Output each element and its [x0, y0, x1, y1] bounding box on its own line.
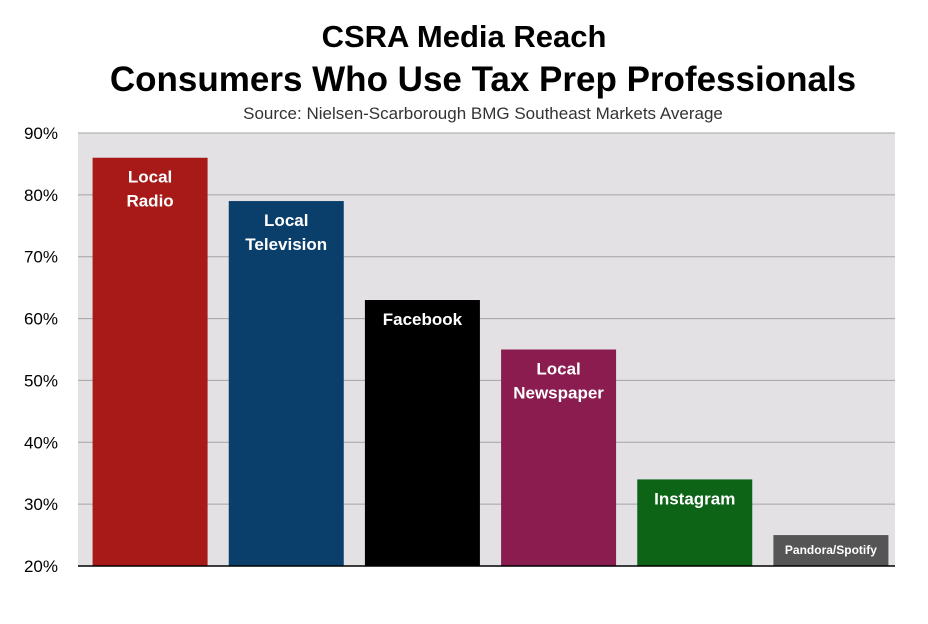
plot-area: [78, 133, 895, 566]
bar-label: Television: [245, 235, 327, 254]
chart-source: Source: Nielsen-Scarborough BMG Southeas…: [243, 104, 723, 123]
y-tick-label: 80%: [24, 186, 58, 205]
bar-label: Facebook: [383, 310, 463, 329]
bar[interactable]: [773, 535, 889, 566]
y-tick-label: 70%: [24, 248, 58, 267]
bar-label: Instagram: [654, 489, 735, 508]
bar-label: Local: [536, 360, 580, 379]
bar[interactable]: [228, 201, 344, 567]
y-tick-label: 40%: [24, 433, 58, 452]
chart-title: CSRA Media Reach: [321, 19, 607, 54]
y-tick-label: 20%: [24, 557, 58, 576]
bar-label: Newspaper: [513, 384, 604, 403]
chart-subtitle: Consumers Who Use Tax Prep Professionals: [109, 60, 857, 99]
bar[interactable]: [637, 479, 753, 566]
y-tick-label: 30%: [24, 495, 58, 514]
bar[interactable]: [364, 300, 480, 566]
bar-label: Pandora/Spotify: [785, 543, 877, 557]
bar-label: Local: [264, 211, 308, 230]
bar-label: Local: [128, 168, 172, 187]
bar[interactable]: [501, 349, 617, 567]
y-tick-label: 60%: [24, 310, 58, 329]
bar[interactable]: [92, 157, 208, 566]
y-tick-label: 90%: [24, 124, 58, 143]
bar-label: Radio: [126, 192, 173, 211]
y-tick-label: 50%: [24, 371, 58, 390]
